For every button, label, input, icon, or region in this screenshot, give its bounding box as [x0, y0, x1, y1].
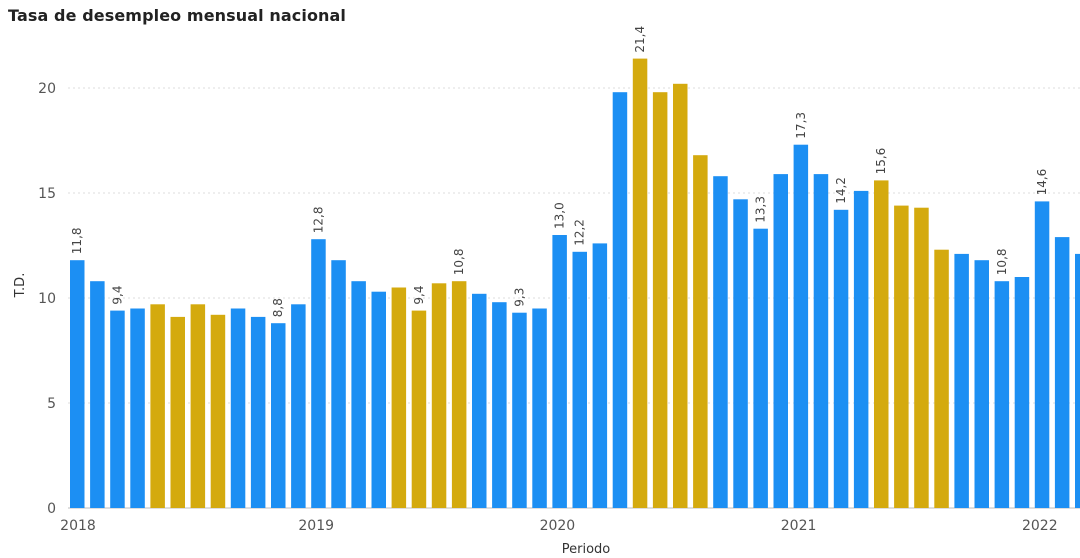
data-label: 10,8 [995, 248, 1009, 275]
x-tick-label: 2022 [1022, 518, 1058, 534]
x-tick-label: 2020 [540, 518, 576, 534]
bar [894, 205, 909, 508]
data-label: 13,0 [553, 202, 567, 229]
bar [70, 260, 85, 508]
bar [190, 304, 206, 508]
bar [371, 291, 386, 508]
y-tick-label: 15 [38, 186, 56, 202]
bar [492, 302, 507, 508]
bar [572, 251, 587, 509]
bar [1014, 277, 1030, 508]
y-tick-label: 10 [38, 291, 56, 307]
bar [813, 174, 829, 508]
bar [713, 176, 728, 508]
bar [271, 323, 286, 508]
y-axis-title: T.D. [13, 273, 28, 299]
bar [773, 174, 788, 508]
bar [351, 281, 366, 508]
data-label: 17,3 [794, 112, 808, 139]
data-label: 21,4 [633, 26, 647, 53]
bar [753, 228, 768, 508]
bar [130, 308, 145, 508]
y-tick-label: 20 [38, 81, 56, 97]
x-axis-title: Periodo [562, 542, 611, 557]
bar [793, 144, 809, 508]
data-label: 9,4 [412, 286, 426, 305]
x-tick-label: 2019 [298, 518, 334, 534]
bar [150, 304, 165, 508]
bar [552, 235, 567, 508]
bar [512, 312, 527, 508]
bar [1054, 237, 1070, 508]
bar [974, 260, 989, 508]
bar [431, 283, 447, 508]
bar [934, 249, 949, 508]
bar [230, 308, 246, 508]
bar [250, 316, 266, 508]
bar [451, 281, 467, 508]
bars [70, 58, 1080, 509]
data-label: 11,8 [70, 227, 84, 254]
data-label: 13,3 [754, 196, 768, 223]
bar [391, 287, 407, 508]
x-tick-label: 2018 [60, 518, 96, 534]
x-tick-label: 2021 [781, 518, 817, 534]
bar [853, 190, 869, 508]
bar [612, 92, 628, 508]
data-labels: 11,8 9,4 8,8 12,8 9,4 10,8 9,3 13,0 12,2 21,4 13,3… [70, 26, 1049, 317]
bar [693, 155, 708, 508]
bar [110, 310, 125, 508]
bar [532, 308, 547, 508]
data-label: 15,6 [874, 148, 888, 175]
bar [592, 243, 608, 508]
bar [652, 92, 668, 508]
bar [673, 83, 688, 509]
bar [411, 310, 427, 508]
y-tick-label: 5 [47, 396, 56, 412]
data-label: 9,3 [512, 288, 526, 307]
bar [1075, 253, 1080, 508]
bar [311, 239, 326, 508]
data-label: 14,2 [834, 177, 848, 204]
chart-title: Tasa de desempleo mensual nacional [8, 6, 347, 25]
data-label: 8,8 [271, 298, 285, 317]
data-label: 12,2 [573, 219, 587, 246]
bar [632, 58, 648, 508]
bar [331, 260, 346, 508]
bar [90, 281, 105, 508]
bar [733, 199, 748, 509]
data-label: 10,8 [452, 248, 466, 275]
bar [914, 207, 929, 508]
bar [472, 293, 487, 508]
data-label: 12,8 [311, 206, 325, 233]
x-axis-ticks: 2018 2019 2020 2021 2022 [60, 518, 1057, 534]
data-label: 14,6 [1035, 169, 1049, 196]
y-axis-ticks: 0 5 10 15 20 [38, 81, 56, 517]
bar [874, 180, 889, 508]
y-tick-label: 0 [47, 501, 56, 517]
data-label: 9,4 [110, 286, 124, 305]
bar [833, 209, 849, 509]
bar [210, 314, 226, 508]
bar [170, 316, 185, 508]
bar [954, 253, 969, 508]
bar [291, 304, 306, 508]
bar [994, 281, 1010, 508]
bar [1034, 201, 1050, 508]
